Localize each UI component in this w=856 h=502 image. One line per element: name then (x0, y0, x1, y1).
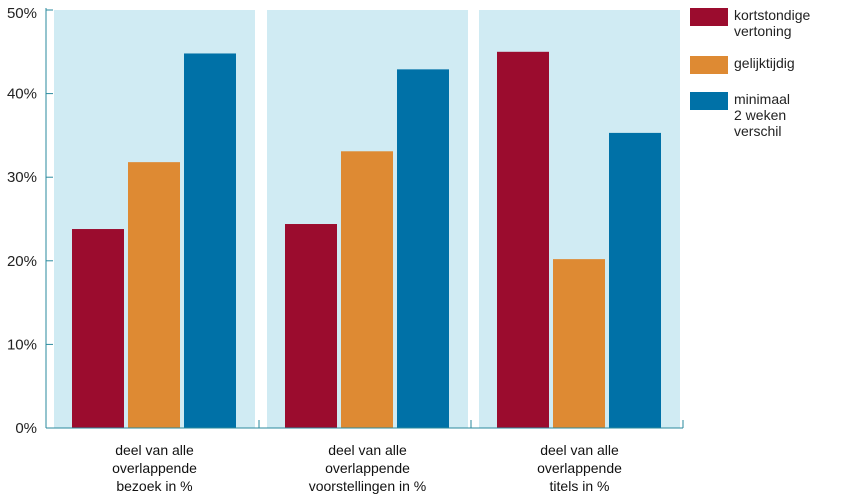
y-tick-label-6: 50% (7, 5, 37, 22)
bar-cat1-series3 (184, 53, 236, 429)
bar-cat2-series3 (397, 69, 449, 428)
y-tick-labels: 0% 10% 20% 30% 40% 50% (7, 5, 37, 437)
bars (72, 51, 661, 429)
y-tick-label-1: 0% (15, 420, 37, 437)
y-tick-label-3: 20% (7, 253, 37, 270)
legend-label-minimaal: minimaal 2 weken verschil (734, 91, 791, 139)
bar-cat2-series1 (285, 224, 337, 428)
y-tick-label-4: 30% (7, 169, 37, 186)
axes (45, 8, 684, 429)
legend-swatch-minimaal (690, 92, 728, 110)
legend-label-kortstondige: kortstondige vertoning (734, 7, 811, 39)
bar-cat2-series2 (341, 151, 393, 428)
category-labels: deel van alle overlappende bezoek in % deel… (112, 442, 622, 494)
category-label-2: deel van alle overlappende voorstellingen … (309, 442, 427, 494)
legend-swatch-gelijktijdig (690, 56, 728, 74)
legend-label-gelijktijdig: gelijktijdig (734, 55, 795, 71)
bar-cat1-series1 (72, 229, 124, 428)
bar-cat3-series1 (497, 51, 549, 429)
y-tick-label-2: 10% (7, 336, 37, 353)
bar-cat3-series3 (609, 132, 661, 428)
y-tick-label-5: 40% (7, 86, 37, 103)
legend-swatch-kortstondige (690, 8, 728, 26)
bar-cat3-series2 (553, 259, 605, 428)
category-label-1: deel van alle overlappende bezoek in % (112, 442, 197, 494)
bar-cat1-series2 (128, 162, 180, 429)
category-label-3: deel van alle overlappende titels in % (537, 442, 622, 494)
